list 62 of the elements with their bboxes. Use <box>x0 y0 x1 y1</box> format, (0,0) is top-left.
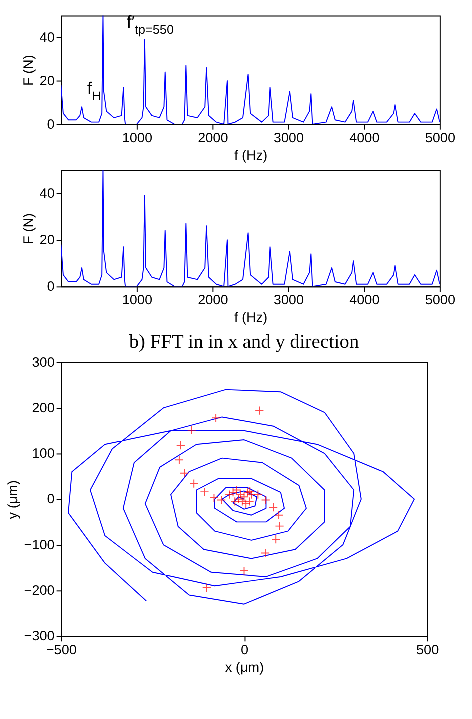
point <box>242 499 251 508</box>
point <box>174 456 184 465</box>
x-tick-label: 2000 <box>198 292 229 308</box>
point <box>243 488 252 498</box>
y-tick-label: 300 <box>32 354 56 370</box>
x-tick-label: −500 <box>46 642 78 658</box>
point <box>225 490 234 500</box>
y-tick-label: 0 <box>47 492 56 507</box>
x-tick-label: 5000 <box>425 292 456 308</box>
point <box>228 488 238 498</box>
point <box>187 426 196 435</box>
point <box>261 496 270 505</box>
x-tick-label: 0 <box>240 642 249 658</box>
x-axis-title: f (Hz) <box>234 310 268 326</box>
point <box>234 494 244 504</box>
point <box>254 490 263 500</box>
x-tick-label: 3000 <box>274 130 304 146</box>
y-tick-label: 100 <box>32 446 56 462</box>
y-tick-label: 40 <box>40 186 56 201</box>
x-tick-label: 2000 <box>198 130 229 146</box>
point <box>200 488 210 497</box>
y-axis-title: F (N) <box>20 55 36 86</box>
x-tick-label: 4000 <box>350 292 380 308</box>
y-tick-label: 200 <box>32 400 56 416</box>
y-tick-label: 0 <box>47 279 56 294</box>
x-tick-label: 4000 <box>350 130 380 146</box>
point <box>274 510 284 520</box>
line-series <box>68 389 415 605</box>
y-tick-label: 0 <box>47 116 56 132</box>
x-tick-label: 5000 <box>425 130 456 146</box>
chart-title: b) FFT in in x and y direction <box>129 332 360 353</box>
point <box>275 522 284 531</box>
x-axis-title: x (μm) <box>225 660 264 675</box>
x-tick-label: 3000 <box>274 292 304 308</box>
point <box>272 535 281 544</box>
point <box>246 487 255 496</box>
y-tick-label: 20 <box>40 73 56 88</box>
point <box>176 440 186 450</box>
x-tick-label: 1000 <box>122 130 153 146</box>
y-tick-label: −200 <box>24 583 56 598</box>
y-axis-title: y (μm) <box>5 480 20 520</box>
y-tick-label: −300 <box>24 628 56 644</box>
point <box>212 414 221 423</box>
point <box>180 468 190 478</box>
point <box>217 496 226 505</box>
y-axis-title: F (N) <box>20 213 36 244</box>
x-axis-title: f (Hz) <box>234 148 268 163</box>
y-tick-label: 20 <box>40 232 56 248</box>
point <box>210 493 219 503</box>
point <box>190 479 199 488</box>
point <box>260 548 270 558</box>
point <box>240 566 249 576</box>
point <box>238 497 247 506</box>
x-tick-label: 500 <box>416 642 440 658</box>
point <box>247 490 256 500</box>
y-tick-label: −100 <box>24 537 56 552</box>
point <box>269 503 278 512</box>
point <box>255 406 264 416</box>
point <box>202 583 212 592</box>
point <box>230 497 240 506</box>
y-tick-label: 40 <box>40 30 56 45</box>
x-tick-label: 1000 <box>122 292 153 308</box>
